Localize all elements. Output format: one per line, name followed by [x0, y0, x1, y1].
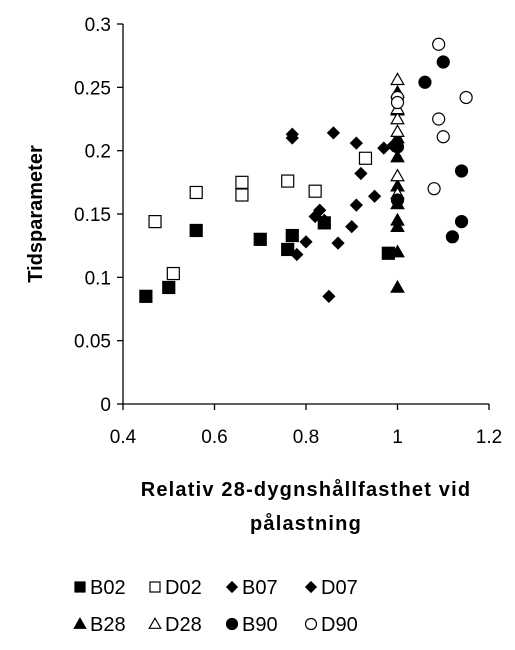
x-tick-label: 0.4 — [110, 427, 137, 448]
point-d90 — [436, 130, 450, 144]
data-points — [139, 37, 473, 303]
legend-label-b28: B28 — [90, 614, 126, 636]
point-b07 — [285, 131, 299, 145]
x-tick-label: 0.8 — [293, 427, 319, 448]
point-d90 — [390, 95, 405, 110]
legend-marker-d28 — [148, 617, 162, 629]
point-b90 — [418, 75, 432, 89]
legend-marker-b02 — [74, 581, 86, 593]
point-d90 — [432, 37, 446, 51]
point-b02 — [162, 280, 176, 295]
series-b07 — [285, 126, 345, 303]
x-tick-label: 0.6 — [201, 427, 227, 448]
point-d02 — [235, 188, 249, 202]
legend-label-b02: B02 — [90, 577, 126, 599]
legend-label-d02: D02 — [165, 577, 202, 599]
point-d07 — [349, 198, 363, 212]
legend-marker-b28 — [73, 617, 87, 629]
legend-marker-b07 — [225, 580, 239, 594]
point-b90 — [454, 215, 469, 229]
point-b07 — [299, 235, 313, 249]
point-b90 — [436, 55, 450, 69]
x-axis-title-line-2: pålastning — [250, 512, 362, 535]
point-b90 — [454, 164, 469, 178]
legend-label-d07: D07 — [321, 577, 358, 599]
point-d90 — [432, 112, 446, 126]
point-d07 — [349, 136, 363, 150]
point-d90 — [459, 90, 473, 105]
legend-label-b90: B90 — [242, 614, 278, 636]
point-b28 — [390, 212, 405, 226]
point-b90 — [390, 193, 405, 207]
point-d02 — [148, 215, 162, 229]
series-d90 — [390, 37, 473, 196]
x-tick-label: 1 — [392, 427, 403, 448]
y-tick-label: 0.25 — [74, 78, 111, 99]
legend-label-b07: B07 — [242, 577, 278, 599]
x-tick-label: 1.2 — [476, 427, 502, 448]
point-d90 — [427, 182, 441, 196]
legend-label-d28: D28 — [165, 614, 202, 636]
x-axis-title-line-1: Relativ 28-dygnshållfasthet vid — [141, 478, 472, 501]
point-b28 — [390, 149, 405, 163]
point-d02 — [281, 174, 295, 188]
point-d28 — [390, 111, 405, 125]
legend-label-d90: D90 — [321, 614, 358, 636]
legend: B02 D02 B07 D07 B28 D28 B90 D90 — [73, 577, 358, 636]
point-b90 — [445, 230, 459, 244]
axes: 0 0.05 0.1 0.15 0.2 0.25 0.3 0.4 0.6 0.8 1 1.2 — [74, 15, 502, 448]
series-b90 — [390, 55, 469, 244]
point-d07 — [368, 189, 382, 203]
point-d02 — [358, 151, 373, 165]
y-tick-label: 0 — [100, 395, 111, 416]
point-b02 — [139, 289, 153, 303]
point-b07 — [290, 247, 304, 262]
point-b02 — [285, 228, 299, 243]
point-b28 — [390, 219, 405, 233]
series-b02 — [139, 216, 395, 303]
point-b02 — [253, 232, 267, 246]
point-b28 — [390, 244, 405, 258]
series-d07 — [345, 136, 400, 234]
point-d28 — [390, 124, 405, 138]
point-b28 — [390, 279, 405, 293]
legend-marker-d90 — [304, 617, 318, 631]
y-tick-label: 0.1 — [85, 268, 111, 289]
point-d28 — [390, 168, 405, 182]
point-d28 — [390, 72, 405, 86]
point-b07 — [317, 213, 331, 227]
point-b07 — [313, 203, 327, 217]
point-b90 — [390, 140, 405, 154]
y-tick-label: 0.05 — [74, 332, 111, 353]
y-axis-title: Tidsparameter — [25, 145, 47, 283]
legend-marker-b90 — [225, 617, 239, 631]
point-d02 — [308, 184, 322, 198]
point-b02 — [281, 242, 295, 257]
point-b07 — [326, 126, 341, 140]
point-b02 — [189, 223, 203, 238]
point-d07 — [354, 166, 368, 181]
point-d02 — [166, 266, 180, 281]
point-d02 — [189, 185, 203, 200]
y-tick-label: 0.15 — [74, 205, 111, 226]
point-b07 — [322, 289, 336, 303]
legend-marker-d07 — [304, 580, 318, 594]
series-d02 — [148, 151, 373, 281]
point-b07 — [331, 236, 345, 250]
y-tick-label: 0.3 — [85, 15, 111, 36]
point-d07 — [345, 220, 359, 234]
y-tick-label: 0.2 — [85, 142, 111, 163]
legend-marker-d02 — [149, 581, 161, 593]
point-d02 — [235, 175, 249, 189]
